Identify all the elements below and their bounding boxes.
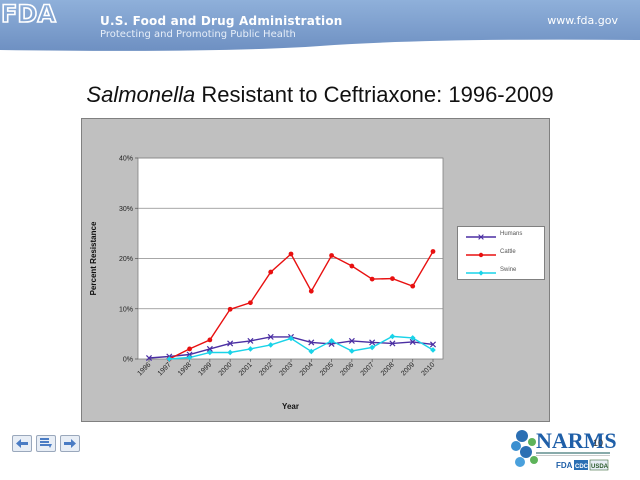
data-point-swine (308, 348, 315, 355)
data-point-swine (207, 349, 213, 356)
x-tick-label: 2008 (380, 361, 396, 377)
data-point-humans (186, 351, 193, 358)
x-tick-label: 1998 (177, 361, 193, 377)
arrow-right-icon (64, 439, 76, 448)
x-tick-label: 1999 (197, 361, 213, 377)
data-point-cattle (430, 249, 436, 254)
data-point-swine (389, 333, 396, 340)
data-point-cattle (227, 306, 233, 312)
legend-item-cattle: Cattle (458, 247, 544, 263)
x-tick-label: 2000 (218, 361, 234, 377)
x-tick-label: 1997 (157, 361, 173, 377)
data-point-swine (369, 344, 375, 351)
data-point-cattle (369, 276, 375, 282)
header-banner: FDA U.S. Food and Drug Administration Pr… (0, 0, 640, 52)
svg-text:USDA: USDA (591, 464, 609, 470)
data-point-humans (308, 339, 315, 346)
data-point-cattle (207, 337, 213, 343)
legend-swatch-cattle (466, 252, 496, 258)
next-slide-button[interactable] (60, 435, 80, 452)
data-point-cattle (390, 276, 395, 281)
series-line-swine (169, 335, 434, 360)
svg-text:FDA: FDA (1, 0, 56, 26)
header-background (0, 0, 640, 51)
menu-down-icon (40, 438, 52, 448)
data-point-humans (369, 339, 376, 346)
agency-name: U.S. Food and Drug Administration (100, 14, 343, 28)
bacteria-icon (511, 430, 538, 467)
x-tick-label: 1996 (136, 361, 152, 377)
slide-title: Salmonella Resistant to Ceftriaxone: 199… (0, 82, 640, 108)
data-point-humans (145, 354, 153, 362)
fda-logo: FDA (0, 0, 57, 26)
legend-swatch-swine (466, 270, 496, 276)
legend-label: Humans (500, 231, 523, 237)
x-tick-label: 2003 (278, 361, 294, 377)
arrow-left-icon (16, 439, 28, 448)
legend-item-swine: Swine (458, 265, 544, 281)
slide-title-rest: Resistant to Ceftriaxone: 1996-2009 (195, 82, 554, 107)
x-tick-label: 2007 (360, 361, 376, 377)
y-tick-label: 10% (119, 306, 133, 313)
y-tick-label: 40% (119, 156, 133, 163)
data-point-swine (227, 349, 233, 356)
data-point-cattle (268, 269, 274, 275)
x-tick-label: 2002 (258, 361, 274, 377)
data-point-swine (267, 342, 274, 348)
y-tick-label: 0% (123, 357, 133, 364)
data-point-humans (227, 340, 234, 347)
data-point-humans (206, 345, 213, 352)
data-point-cattle (248, 300, 253, 306)
data-point-swine (409, 335, 416, 341)
data-point-humans (429, 341, 437, 348)
data-point-humans (409, 338, 416, 345)
legend-label: Cattle (500, 249, 516, 255)
x-tick-label: 2006 (339, 361, 355, 377)
x-tick-label: 2009 (400, 361, 416, 377)
x-tick-label: 2010 (420, 361, 436, 377)
y-axis-label: Percent Resistance (89, 221, 98, 295)
data-point-cattle (288, 251, 294, 257)
previous-slide-button[interactable] (12, 435, 32, 452)
legend-item-humans: Humans (458, 229, 544, 245)
data-point-cattle (410, 283, 416, 289)
data-point-cattle (349, 263, 355, 269)
svg-text:NARMS: NARMS (536, 428, 617, 453)
data-point-swine (288, 335, 294, 342)
svg-text:FDA: FDA (556, 461, 573, 470)
narms-logo: NARMS FDA CDC USDA (511, 428, 617, 471)
x-tick-label: 2001 (238, 361, 254, 377)
data-point-cattle (329, 253, 334, 258)
chart-legend: Humans Cattle Swine (457, 226, 545, 280)
slide-title-italic: Salmonella (86, 82, 196, 107)
x-tick-label: 2004 (299, 361, 315, 377)
data-point-humans (389, 340, 396, 347)
data-point-humans (348, 337, 355, 344)
x-tick-label: 2005 (319, 361, 335, 377)
legend-label: Swine (500, 267, 517, 273)
data-point-swine (430, 347, 436, 353)
legend-swatch-humans (466, 234, 496, 240)
y-tick-label: 20% (119, 256, 133, 263)
data-point-cattle (187, 346, 192, 352)
agency-tagline: Protecting and Promoting Public Health (100, 29, 296, 40)
series-line-cattle (168, 251, 434, 360)
slide-menu-button[interactable] (36, 435, 56, 452)
line-chart: 0%10%20%30%40%1996 1997 1998 1999 2000 2001 20… (89, 156, 444, 411)
slide-number: 10 (593, 438, 604, 448)
data-point-humans (267, 333, 274, 340)
svg-text:CDC: CDC (575, 464, 589, 470)
data-point-swine (247, 346, 254, 352)
y-tick-label: 30% (119, 206, 133, 213)
data-point-cattle (308, 288, 314, 294)
x-axis-label: Year (282, 402, 299, 411)
data-point-swine (349, 348, 355, 354)
site-url[interactable]: www.fda.gov (547, 14, 618, 27)
data-point-swine (328, 338, 335, 344)
data-point-humans (247, 337, 254, 344)
